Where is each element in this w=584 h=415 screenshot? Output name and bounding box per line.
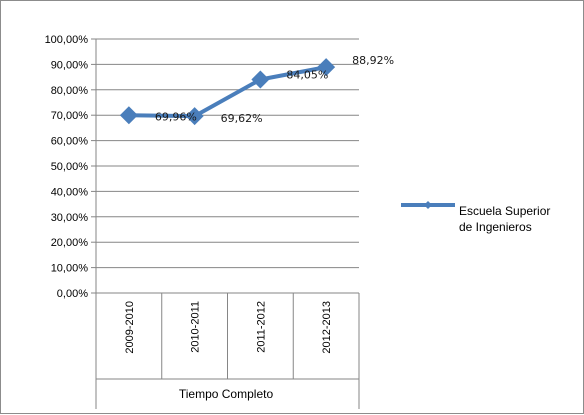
y-tick-label: 90,00% — [51, 59, 89, 71]
x-axis-tick-labels: 2009-2010 2010-2011 2011-2012 2012-2013 — [124, 301, 333, 354]
data-label: 84,05% — [286, 69, 328, 82]
series-layer — [119, 58, 336, 126]
legend: Escuela Superior de Ingenieros — [401, 201, 550, 234]
legend-label-line-1: Escuela Superior — [459, 204, 550, 218]
y-tick-label: 50,00% — [51, 161, 89, 173]
x-tick-label: 2012-2013 — [321, 301, 333, 354]
data-point-marker — [251, 70, 270, 89]
series-line — [128, 65, 327, 119]
x-tick-label: 2009-2010 — [124, 301, 136, 354]
x-tick-label: 2010-2011 — [190, 301, 202, 353]
data-label: 88,92% — [352, 54, 394, 67]
y-tick-label: 0,00% — [57, 288, 88, 300]
legend-label-line-2: de Ingenieros — [459, 220, 532, 234]
y-tick-label: 80,00% — [51, 85, 89, 97]
y-tick-label: 30,00% — [51, 212, 89, 224]
legend-marker-swatch — [424, 201, 432, 209]
axis-layer — [91, 38, 360, 409]
data-label-layer: 69,96% 69,62% 84,05% 88,92% — [155, 54, 394, 125]
data-label: 69,96% — [155, 110, 197, 123]
y-axis-tick-labels: 0,00% 10,00% 20,00% 30,00% 40,00% 50,00% 60,00… — [45, 34, 89, 300]
category-group-label: Tiempo Completo — [179, 387, 274, 401]
y-tick-label: 20,00% — [51, 237, 89, 249]
y-tick-label: 40,00% — [51, 186, 89, 198]
x-tick-label: 2011-2012 — [255, 301, 267, 353]
y-tick-label: 10,00% — [51, 263, 89, 275]
y-tick-label: 60,00% — [51, 136, 89, 148]
data-label: 69,62% — [221, 112, 263, 125]
data-point-marker — [185, 107, 204, 126]
data-point-marker — [119, 106, 138, 125]
data-point-marker — [317, 58, 336, 77]
y-tick-label: 70,00% — [51, 110, 89, 122]
y-tick-label: 100,00% — [45, 34, 89, 46]
